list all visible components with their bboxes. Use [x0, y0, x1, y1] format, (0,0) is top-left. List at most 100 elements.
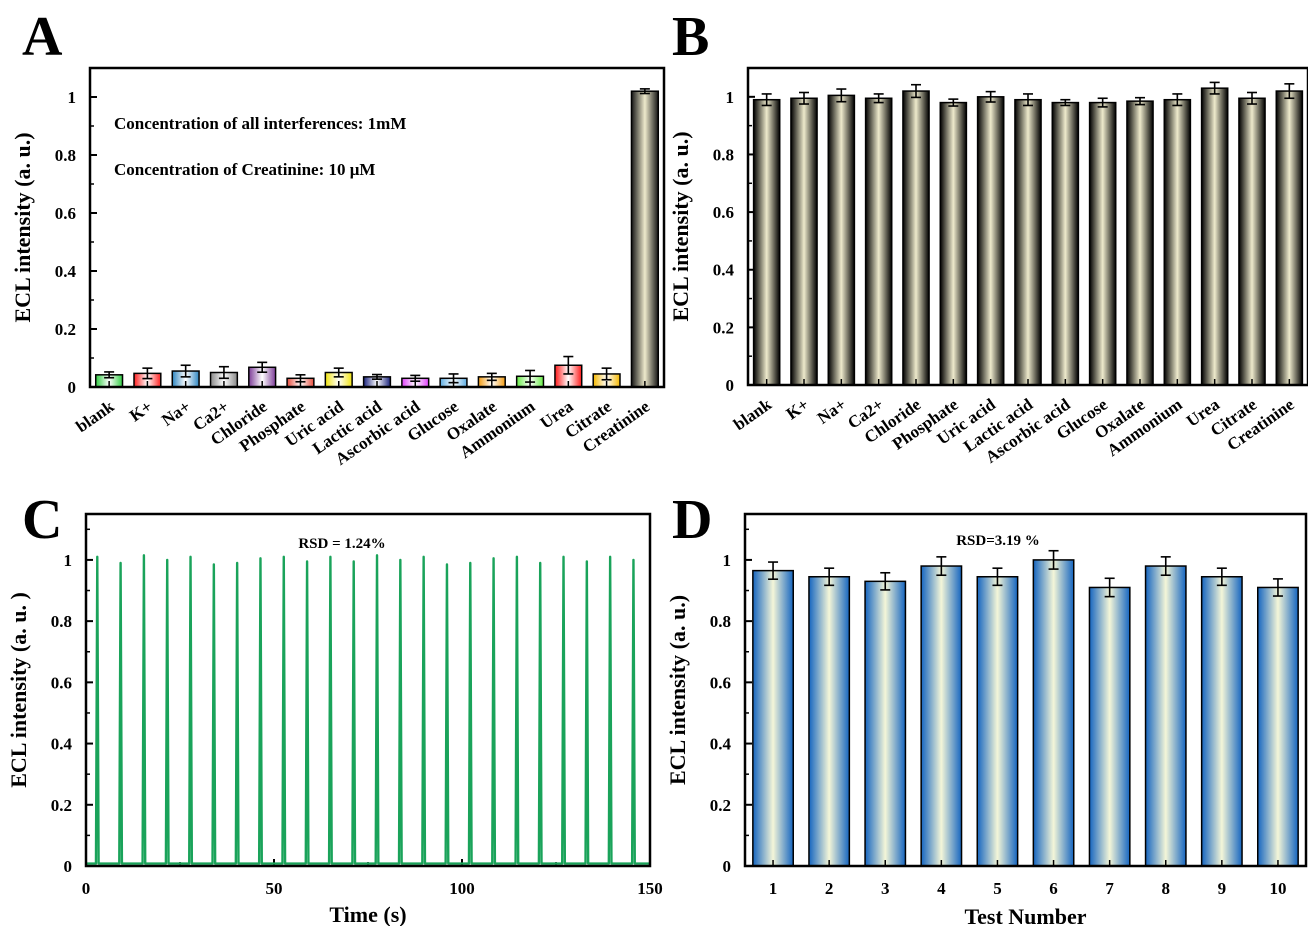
panel-b-bar [1051, 101, 1080, 386]
panel-c-peak-point [609, 556, 611, 558]
panel-b-plot-frame [746, 66, 1308, 387]
panel-b-ylabel: ECL intensity (a. u.) [668, 131, 693, 321]
panel-b-bar [864, 97, 893, 386]
panel-d-plot-frame [743, 512, 1308, 868]
panel-d-ytick-label: 0.6 [710, 673, 731, 692]
panel-c-peak-point [236, 562, 238, 564]
panel-b-bar [827, 94, 856, 386]
panel-c-xtick-label: 0 [82, 879, 91, 898]
panel-c-ylabel: ECL intensity (a. u. ) [6, 592, 31, 788]
panel-c-ytick-label: 0 [64, 857, 73, 876]
panel-c-xtick-label: 100 [449, 879, 475, 898]
panel-b-ytick-label: 0.6 [713, 203, 734, 222]
panel-c-peak-point [189, 556, 192, 558]
panel-d-bar [808, 575, 851, 867]
panel-c-peak-point [352, 560, 355, 563]
panel-c-peak-point [376, 554, 378, 557]
panel-b-plot: 0 0.2 0.4 0.6 0.8 1 ECL intensity (a. u.) blank… [668, 66, 1308, 467]
panel-b: B 0 0.2 0.4 0.6 0.8 1 ECL intensity (a. u.) bla… [668, 6, 1308, 467]
panel-d-xtick-label: 2 [825, 879, 834, 898]
panel-c-xtick-label: 150 [637, 879, 663, 898]
panel-d-bar [920, 565, 963, 867]
panel-c-peak-point [586, 560, 588, 563]
panel-c-ytick-label: 0.4 [51, 735, 73, 754]
panel-a-ytick-label: 0 [68, 378, 77, 397]
panel-a-ytick-label: 0.2 [55, 320, 76, 339]
panel-a-xtick-label: K+ [126, 397, 156, 426]
panel-b-bar [1088, 101, 1117, 386]
panel-d-xtick-label: 6 [1049, 879, 1058, 898]
panel-a-letter: A [22, 6, 63, 68]
panel-a-bar [630, 90, 660, 388]
panel-d: D 0 0.2 0.4 0.6 0.8 1 ECL intensity (a. u.) 1 2 3… [665, 489, 1308, 926]
panel-c-peak-point [632, 559, 635, 561]
panel-b-ytick-label: 1 [726, 88, 735, 107]
panel-d-ytick-label: 0.4 [710, 735, 732, 754]
panel-b-bar [1200, 87, 1229, 386]
panel-c-peak-point [562, 556, 565, 558]
panel-b-xtick-label: Na+ [814, 395, 850, 428]
panel-a-xtick-label: Na+ [158, 397, 194, 430]
panel-b-bar [1014, 98, 1042, 386]
panel-b-ytick-label: 0.8 [713, 145, 734, 164]
panel-d-ytick-label: 0.2 [710, 796, 731, 815]
panel-b-bar [976, 96, 1005, 386]
panel-a-plot: 0 0.2 0.4 0.6 0.8 1 ECL intensity (a. u.) blank… [10, 66, 666, 469]
panel-d-xtick-label: 8 [1162, 879, 1171, 898]
panel-d-ylabel: ECL intensity (a. u.) [665, 595, 690, 785]
panel-d-annotation: RSD=3.19 % [956, 533, 1040, 549]
panel-d-ytick-label: 1 [723, 551, 732, 570]
panel-d-xtick-label: 9 [1218, 879, 1227, 898]
panel-c-peak-point [166, 559, 169, 561]
panel-d-xlabel: Test Number [964, 904, 1086, 926]
panel-b-bar [790, 97, 818, 386]
panel-d-ytick-label: 0.8 [710, 612, 731, 631]
panel-c-peak-point [422, 556, 425, 558]
panel-d-bar [976, 575, 1019, 867]
panel-c-peak-point [446, 563, 448, 566]
panel-c-plot: 0 0.2 0.4 0.6 0.8 1 ECL intensity (a. u. ) 0 50 1… [6, 512, 663, 926]
panel-a-plot-frame [88, 66, 666, 389]
panel-d-xtick-label: 1 [769, 879, 778, 898]
panel-c-letter: C [22, 489, 62, 551]
panel-a: A 0 0.2 0.4 0.6 0.8 1 ECL intensity (a. u.) bla… [10, 6, 666, 469]
panel-c-peak-point [516, 556, 518, 558]
panel-c-peak-point [399, 559, 402, 561]
panel-c-peak-point [119, 562, 122, 564]
panel-b-xtick-label: blank [730, 394, 775, 434]
panel-a-ytick-label: 0.4 [55, 262, 77, 281]
panel-d-xtick-label: 7 [1105, 879, 1114, 898]
panel-d-plot: 0 0.2 0.4 0.6 0.8 1 ECL intensity (a. u.) 1 2 3 4 5… [665, 512, 1308, 926]
panel-b-bar [1275, 90, 1304, 386]
panel-c-peak-point [492, 557, 495, 560]
panel-a-xtick-label: blank [72, 396, 117, 436]
panel-c-plot-frame [84, 512, 652, 868]
panel-d-bar [864, 580, 907, 867]
panel-a-ylabel: ECL intensity (a. u.) [10, 132, 35, 322]
panel-c-xlabel: Time (s) [329, 902, 406, 926]
panel-c-annotation: RSD = 1.24% [298, 536, 385, 552]
panel-b-xtick-label: K+ [783, 395, 813, 424]
panel-c-ytick-label: 0.6 [51, 673, 72, 692]
panel-c-peak-point [96, 556, 99, 558]
panel-c: C 0 0.2 0.4 0.6 0.8 1 ECL intensity (a. u. ) 0 5… [6, 489, 663, 926]
panel-d-ytick-label: 0 [723, 857, 732, 876]
panel-d-letter: D [672, 489, 712, 551]
panel-d-bar [1144, 565, 1187, 867]
panel-c-peak-point [539, 562, 542, 564]
panel-c-ytick-label: 0.2 [51, 796, 72, 815]
panel-d-xtick-label: 3 [881, 879, 890, 898]
panel-a-ytick-label: 0.6 [55, 204, 76, 223]
panel-c-ytick-label: 1 [64, 551, 73, 570]
panel-d-bar [1200, 575, 1243, 867]
panel-c-peak-point [143, 554, 145, 557]
panel-d-xtick-label: 10 [1269, 879, 1286, 898]
panel-d-bar [752, 569, 794, 867]
panel-b-ytick-label: 0 [726, 376, 735, 395]
panel-d-bar [1257, 586, 1299, 867]
panel-a-annotation: Concentration of all interferences: 1mM [114, 114, 406, 133]
panel-b-bar [1238, 97, 1266, 386]
panel-c-ytick-label: 0.8 [51, 612, 72, 631]
panel-c-peak-point [213, 563, 215, 566]
